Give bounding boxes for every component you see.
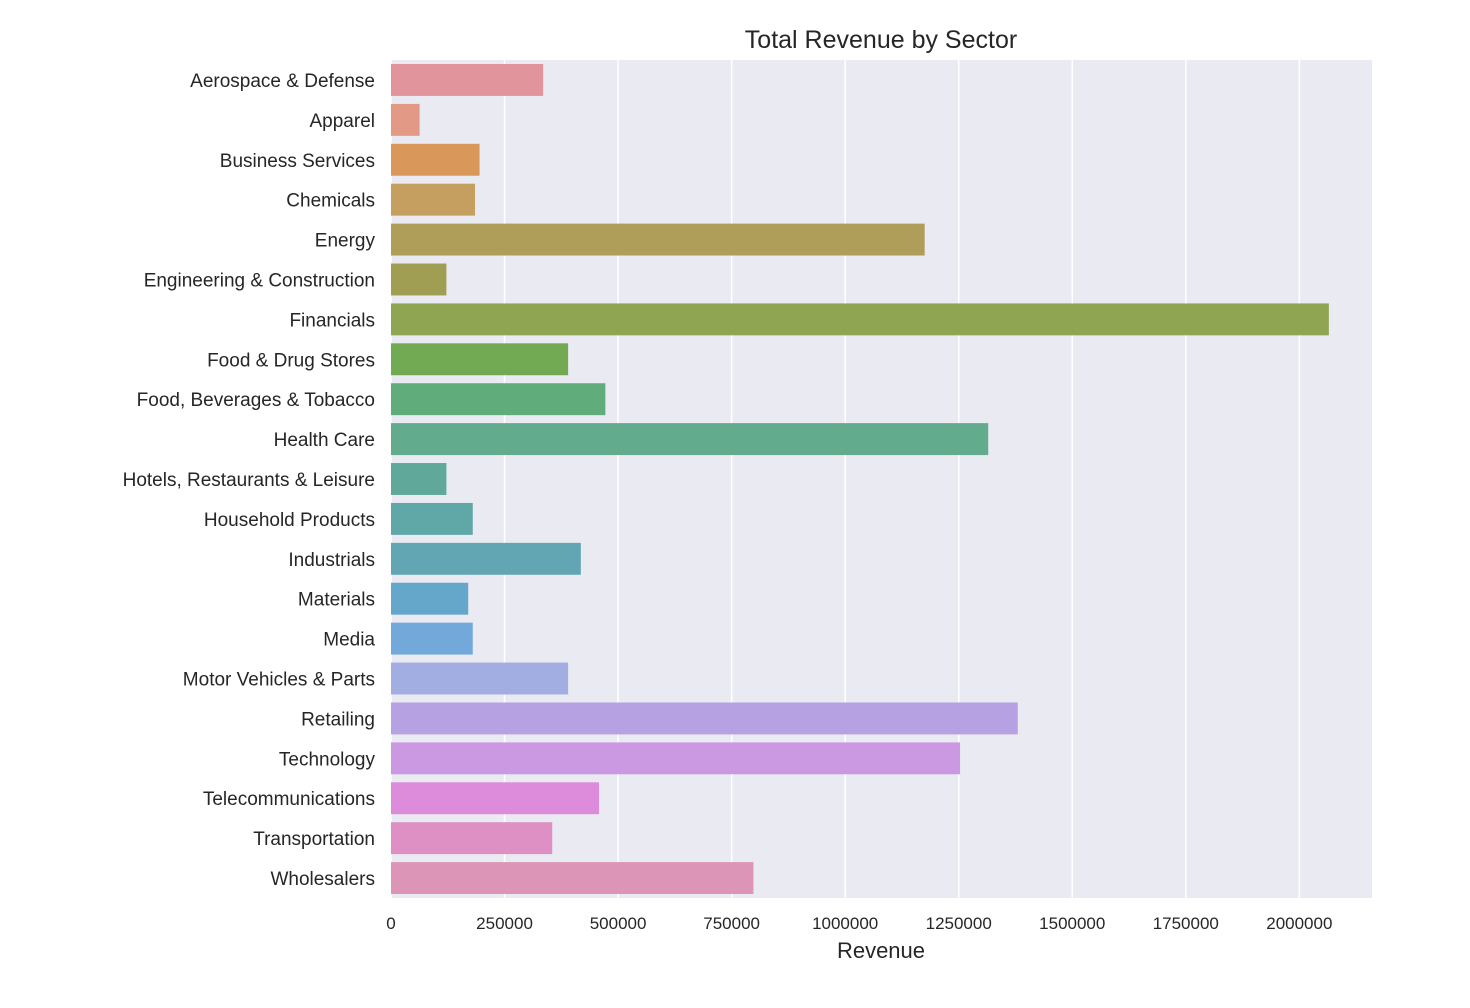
x-tick-label-2: 500000	[590, 914, 647, 933]
bar-6	[391, 303, 1329, 336]
x-tick-label-7: 1750000	[1153, 914, 1219, 933]
category-label-3: Chemicals	[286, 191, 375, 212]
x-tick-label-4: 1000000	[812, 914, 878, 933]
x-tick-label-1: 250000	[476, 914, 533, 933]
bar-1	[391, 103, 420, 136]
category-label-7: Food & Drug Stores	[207, 350, 375, 371]
category-label-2: Business Services	[220, 151, 375, 172]
category-label-0: Aerospace & Defense	[190, 71, 375, 92]
bar-16	[391, 702, 1018, 735]
category-label-16: Retailing	[301, 709, 375, 730]
x-tick-label-0: 0	[386, 914, 395, 933]
x-tick-labels: 0 250000 500000 750000 1000000 1250000 1500000…	[386, 914, 1332, 933]
bars	[391, 63, 1329, 895]
bar-8	[391, 383, 606, 416]
category-label-15: Motor Vehicles & Parts	[183, 670, 375, 691]
bar-14	[391, 622, 473, 655]
bar-3	[391, 183, 476, 216]
category-label-9: Health Care	[274, 430, 375, 451]
category-label-19: Transportation	[253, 829, 375, 850]
category-label-14: Media	[323, 630, 375, 651]
bar-13	[391, 582, 469, 615]
bar-12	[391, 542, 581, 575]
category-label-11: Household Products	[204, 510, 375, 531]
category-label-18: Telecommunications	[203, 789, 375, 810]
bar-0	[391, 63, 544, 96]
bar-9	[391, 423, 989, 456]
category-label-12: Industrials	[288, 550, 375, 571]
bar-15	[391, 662, 569, 695]
x-tick-label-5: 1250000	[926, 914, 992, 933]
category-label-8: Food, Beverages & Tobacco	[137, 390, 375, 411]
bar-17	[391, 742, 961, 775]
category-label-5: Engineering & Construction	[144, 270, 375, 291]
category-label-20: Wholesalers	[270, 869, 375, 890]
bar-19	[391, 822, 553, 855]
x-tick-label-8: 2000000	[1266, 914, 1332, 933]
bar-5	[391, 263, 447, 296]
category-label-17: Technology	[279, 749, 376, 770]
bar-18	[391, 782, 600, 815]
bar-4	[391, 223, 925, 256]
chart-title: Total Revenue by Sector	[745, 26, 1017, 54]
category-label-13: Materials	[298, 590, 375, 611]
x-tick-label-6: 1500000	[1039, 914, 1105, 933]
category-labels: Aerospace & Defense Apparel Business Servi…	[123, 71, 376, 890]
category-label-6: Financials	[289, 310, 375, 331]
x-axis-label: Revenue	[837, 938, 925, 963]
bar-11	[391, 502, 473, 535]
category-label-1: Apparel	[310, 111, 376, 132]
bar-20	[391, 862, 754, 895]
bar-7	[391, 343, 569, 376]
category-label-4: Energy	[315, 231, 376, 252]
bar-2	[391, 143, 480, 176]
category-label-10: Hotels, Restaurants & Leisure	[123, 470, 375, 491]
x-tick-label-3: 750000	[703, 914, 760, 933]
bar-10	[391, 463, 447, 495]
